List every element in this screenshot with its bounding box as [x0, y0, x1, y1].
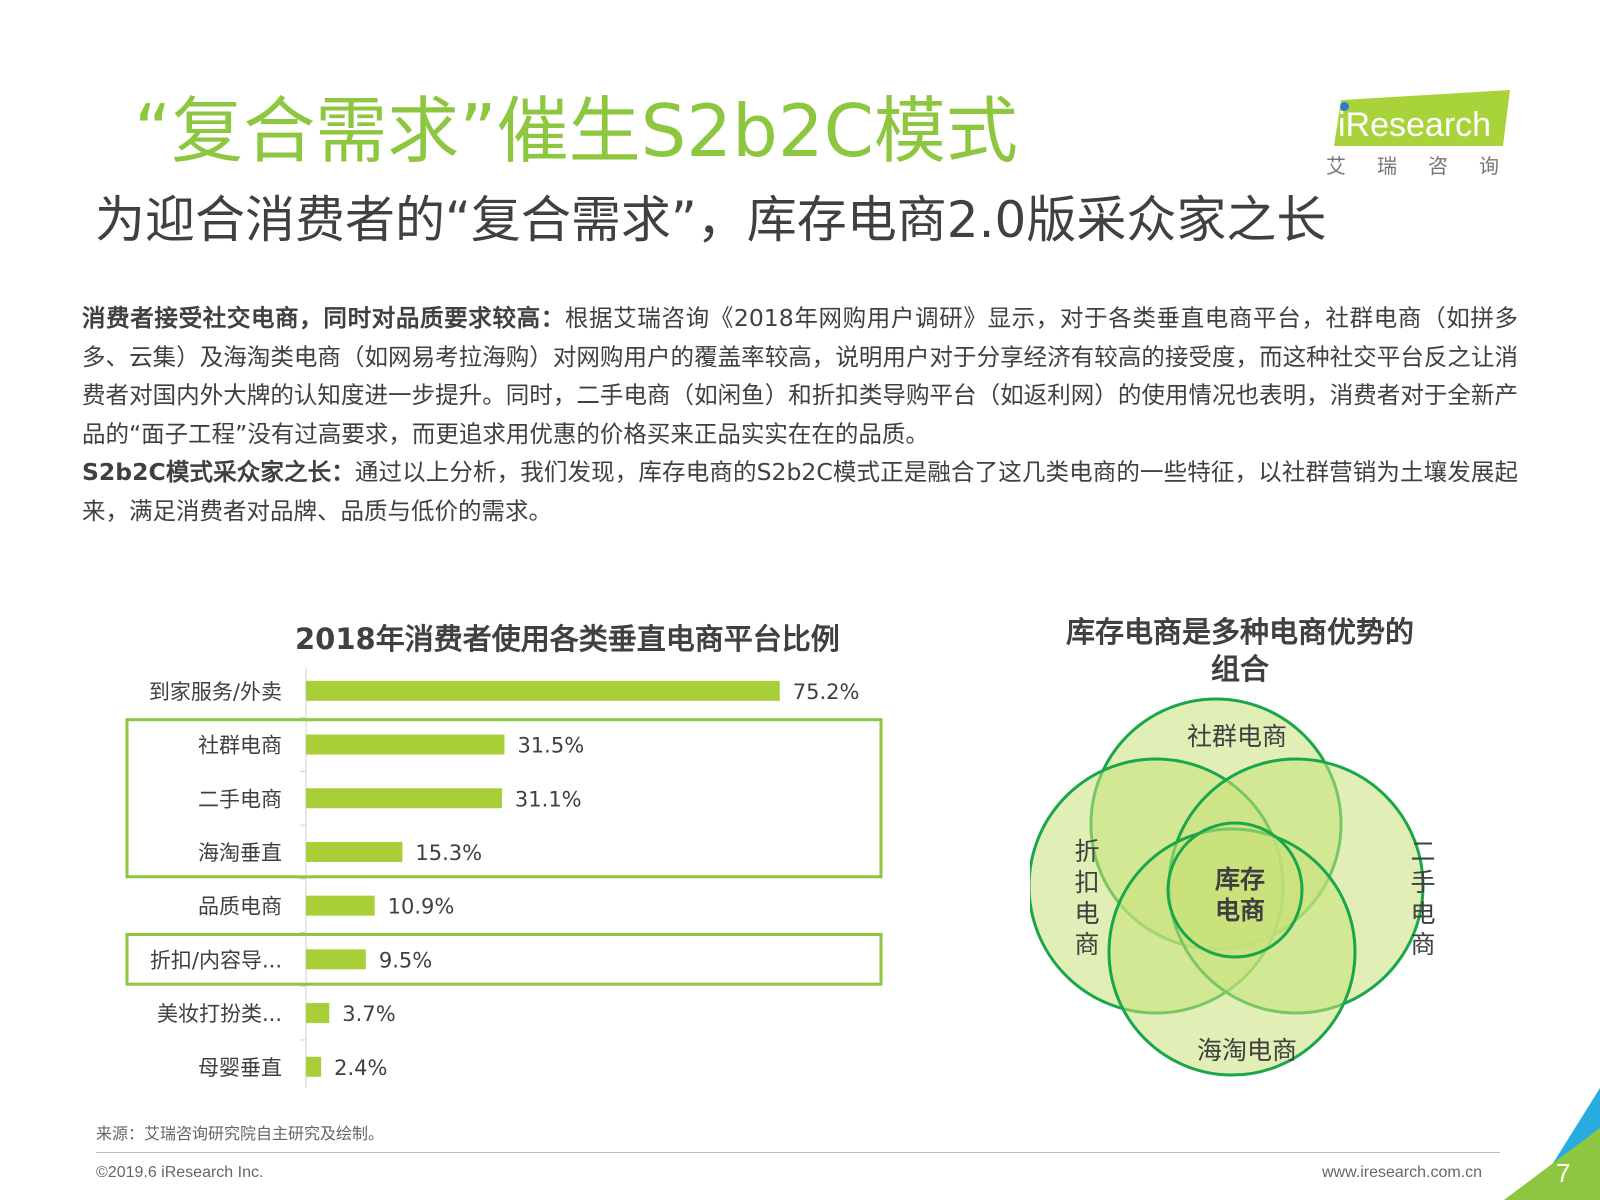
value-label: 9.5%	[379, 948, 432, 972]
venn-title: 库存电商是多种电商优势的组合	[1065, 615, 1414, 686]
corner-green-shape	[1504, 1128, 1600, 1200]
logo-band: iResearch	[1334, 90, 1510, 146]
value-label: 3.7%	[342, 1002, 395, 1026]
value-label: 15.3%	[415, 841, 482, 865]
page-subtitle: 为迎合消费者的“复合需求”，库存电商2.0版采众家之长	[95, 191, 1327, 249]
venn-label-top: 社群电商	[1187, 722, 1288, 751]
paragraph-1-text: 根据艾瑞咨询《2018年网购用户调研》显示，对于各类垂直电商平台，社群电商（如拼…	[82, 304, 1518, 448]
bar-chart-title: 2018年消费者使用各类垂直电商平台比例	[295, 622, 840, 656]
venn-label-bottom: 海淘电商	[1197, 1036, 1298, 1065]
footer-divider	[96, 1152, 1500, 1153]
bar	[306, 1003, 330, 1024]
venn-circle-center	[1166, 821, 1304, 959]
category-label: 母婴垂直	[198, 1056, 282, 1080]
body-text: 消费者接受社交电商，同时对品质要求较高：根据艾瑞咨询《2018年网购用户调研》显…	[82, 299, 1518, 530]
category-label: 品质电商	[198, 895, 282, 919]
website-link[interactable]: www.iresearch.com.cn	[1322, 1164, 1483, 1181]
bar	[306, 680, 780, 701]
logo-dot-icon	[1340, 102, 1349, 111]
paragraph-2: S2b2C模式采众家之长：通过以上分析，我们发现，库存电商的S2b2C模式正是融…	[82, 453, 1518, 530]
logo-text: iResearch	[1338, 106, 1492, 144]
bar	[306, 734, 505, 755]
value-label: 31.5%	[517, 734, 584, 758]
category-label: 到家服务/外卖	[149, 680, 282, 704]
page-title: “复合需求”催生S2b2C模式	[134, 89, 1018, 173]
category-label: 美妆打扮类...	[157, 1002, 282, 1026]
page-number: 7	[1556, 1158, 1571, 1188]
value-label: 31.1%	[515, 787, 582, 811]
venn-diagram	[1030, 697, 1425, 1077]
iresearch-logo: iResearch 艾瑞咨询	[1322, 84, 1522, 184]
highlight-box	[125, 933, 883, 986]
bar-chart: 到家服务/外卖 75.2% 社群电商 31.5% 二手电商 31.1% 海淘垂直 15.3% 品…	[125, 668, 883, 1088]
value-label: 2.4%	[334, 1056, 387, 1080]
category-label: 折扣/内容导...	[150, 948, 282, 972]
value-label: 10.9%	[388, 895, 455, 919]
paragraph-2-text: 通过以上分析，我们发现，库存电商的S2b2C模式正是融合了这几类电商的一些特征，…	[82, 458, 1518, 525]
bar	[306, 788, 502, 809]
paragraph-1: 消费者接受社交电商，同时对品质要求较高：根据艾瑞咨询《2018年网购用户调研》显…	[82, 299, 1518, 453]
value-label: 75.2%	[793, 680, 860, 704]
highlight-box	[125, 718, 883, 879]
copyright: ©2019.6 iResearch Inc.	[96, 1164, 264, 1181]
bar	[306, 895, 375, 916]
paragraph-2-lead: S2b2C模式采众家之长：	[82, 458, 355, 486]
category-label: 社群电商	[198, 734, 282, 758]
category-label: 海淘垂直	[198, 841, 282, 865]
logo-cn-text: 艾瑞咨询	[1326, 154, 1530, 178]
bar	[306, 1056, 322, 1077]
paragraph-1-lead: 消费者接受社交电商，同时对品质要求较高：	[82, 304, 565, 332]
bar	[306, 841, 403, 862]
source-note: 来源：艾瑞咨询研究院自主研究及绘制。	[96, 1124, 385, 1143]
venn-label-right: 二手电商	[1410, 837, 1436, 959]
venn-label-left: 折扣电商	[1074, 837, 1100, 959]
category-label: 二手电商	[198, 787, 282, 811]
corner-decoration	[1504, 1088, 1600, 1200]
bar	[306, 949, 366, 970]
venn-label-center: 库存电商	[1214, 865, 1265, 925]
